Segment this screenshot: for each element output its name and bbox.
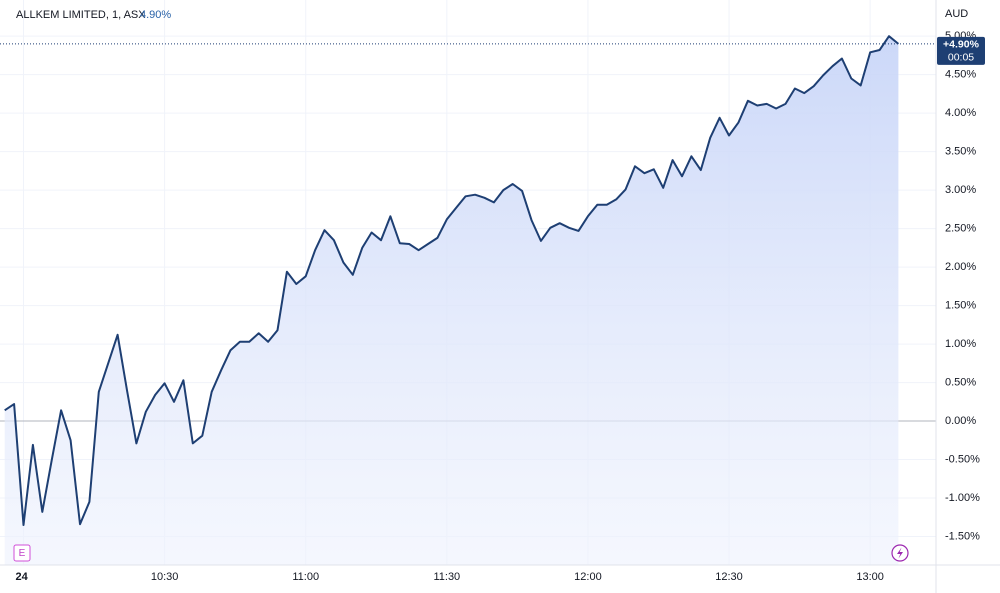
countdown-label: 00:05 bbox=[948, 52, 974, 64]
last-value-label: +4.90% bbox=[943, 39, 980, 51]
x-tick-label: 11:00 bbox=[292, 571, 319, 583]
x-tick-label: 10:30 bbox=[151, 571, 179, 583]
currency: AUD bbox=[945, 8, 968, 20]
x-tick-label: 12:00 bbox=[574, 571, 602, 583]
lightning-glyph bbox=[897, 547, 903, 559]
symbol-title: ALLKEM LIMITED, 1, ASX bbox=[16, 9, 146, 21]
area-fill bbox=[4, 36, 899, 565]
x-tick-label: 24 bbox=[16, 571, 29, 583]
y-tick-label: 0.00% bbox=[945, 415, 976, 427]
axes: -1.50% -1.00% -0.50% 0.00% 0.50% 1.00% 1.50% 2.… bbox=[16, 30, 985, 583]
y-tick-label: 1.50% bbox=[945, 299, 976, 311]
y-tick-label: -0.50% bbox=[945, 453, 980, 465]
x-tick-label: 11:30 bbox=[433, 571, 460, 583]
x-tick-label: 12:30 bbox=[715, 571, 743, 583]
y-tick-label: 1.00% bbox=[945, 338, 976, 350]
y-tick-label: 4.50% bbox=[945, 69, 976, 81]
event-marker[interactable]: E bbox=[19, 548, 26, 559]
y-tick-label: -1.00% bbox=[945, 492, 980, 504]
y-tick-label: 2.50% bbox=[945, 223, 976, 235]
event-marker-box[interactable] bbox=[13, 544, 31, 562]
y-tick-label: 0.50% bbox=[945, 376, 976, 388]
last-value-box bbox=[937, 36, 985, 65]
plot bbox=[0, 35, 936, 565]
price-line bbox=[4, 35, 900, 526]
x-tick-label: 13:00 bbox=[856, 571, 884, 583]
y-tick-label: -1.50% bbox=[945, 530, 980, 542]
change-percent: 4.90% bbox=[140, 9, 171, 21]
y-tick-label: 2.00% bbox=[945, 261, 976, 273]
y-tick-label: 4.00% bbox=[945, 107, 976, 119]
y-tick-label: 3.50% bbox=[945, 146, 976, 158]
y-tick-label: 3.00% bbox=[945, 184, 976, 196]
